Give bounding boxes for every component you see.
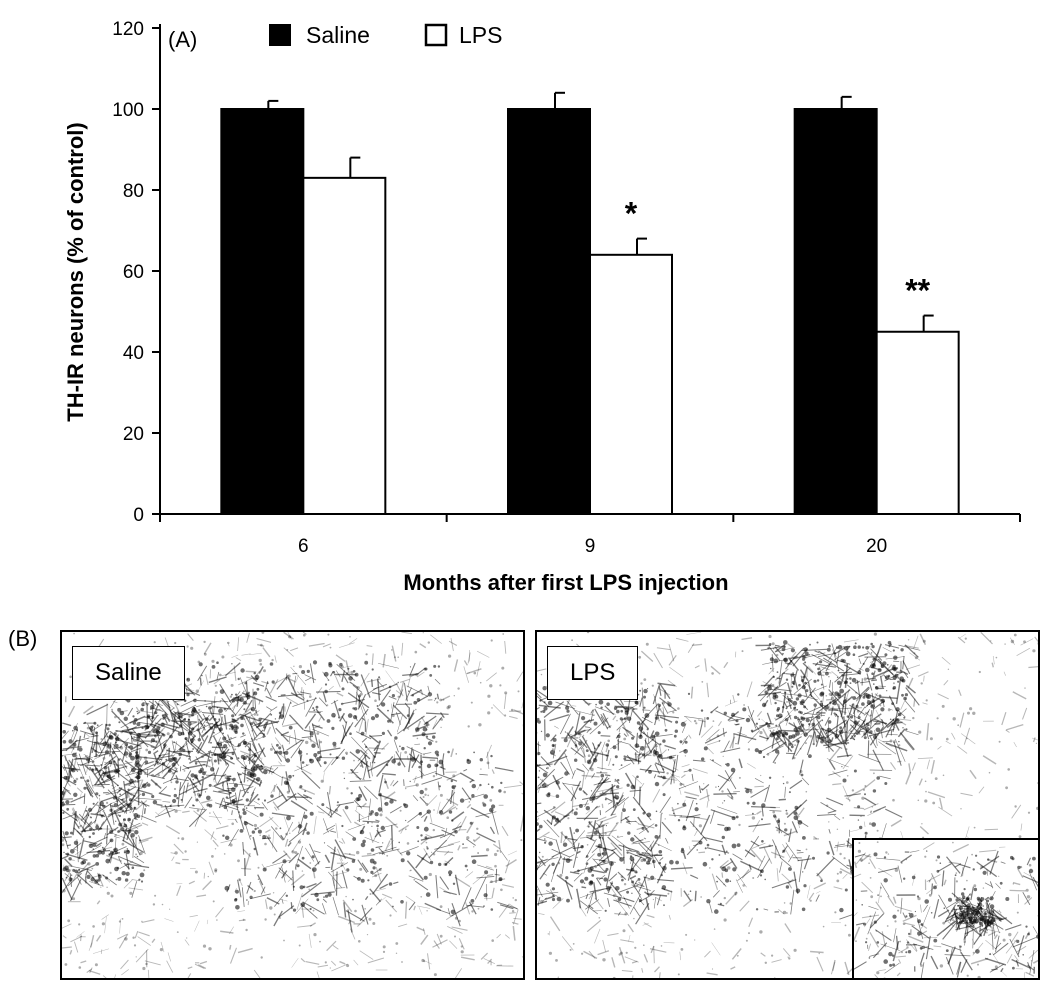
- micrograph-saline: Saline: [60, 630, 525, 980]
- x-axis: 6 9 20: [159, 513, 1021, 557]
- y-tick-label: 80: [123, 181, 144, 202]
- micrograph-label-saline: Saline: [72, 646, 185, 700]
- lps-tissue-texture: [537, 632, 1038, 978]
- inset-neuron-texture: [854, 841, 1038, 978]
- x-tick-label: 6: [298, 536, 309, 557]
- y-axis: 0 20 40 60 80 100 120: [112, 19, 161, 526]
- x-axis-label: Months after first LPS injection: [403, 570, 728, 595]
- micrograph-inset: [852, 838, 1038, 978]
- bar-lps-20: [875, 330, 960, 515]
- bars: ***: [220, 91, 960, 516]
- panel-a-label: (A): [168, 27, 197, 52]
- y-tick-label: 0: [133, 505, 144, 526]
- bar-saline-9: [507, 108, 591, 515]
- significance-marker: *: [625, 196, 638, 232]
- y-tick-label: 40: [123, 343, 144, 364]
- y-tick-label: 120: [112, 19, 144, 40]
- legend-swatch-lps: [424, 23, 448, 47]
- bar-chart: (A) Saline LPS TH-IR neurons (% of contr…: [63, 19, 1021, 595]
- y-tick-label: 20: [123, 424, 144, 445]
- x-tick-label: 20: [866, 536, 887, 557]
- panel-b-label: (B): [8, 626, 38, 651]
- legend: Saline LPS: [269, 22, 502, 48]
- bar-lps-9: [589, 253, 673, 516]
- bar-saline-6: [220, 108, 305, 515]
- legend-label-saline: Saline: [306, 22, 370, 48]
- y-tick-label: 60: [123, 262, 144, 283]
- x-tick-label: 9: [585, 536, 596, 557]
- saline-tissue-texture: [62, 632, 523, 978]
- legend-label-lps: LPS: [459, 22, 502, 48]
- significance-marker: **: [905, 273, 930, 309]
- micrograph-label-lps: LPS: [547, 646, 639, 700]
- bar-saline-20: [793, 108, 878, 515]
- bar-lps-6: [302, 176, 387, 515]
- y-tick-label: 100: [112, 100, 144, 121]
- y-axis-label: TH-IR neurons (% of control): [63, 122, 88, 421]
- legend-swatch-saline: [269, 24, 291, 46]
- micrograph-lps: LPS: [535, 630, 1040, 980]
